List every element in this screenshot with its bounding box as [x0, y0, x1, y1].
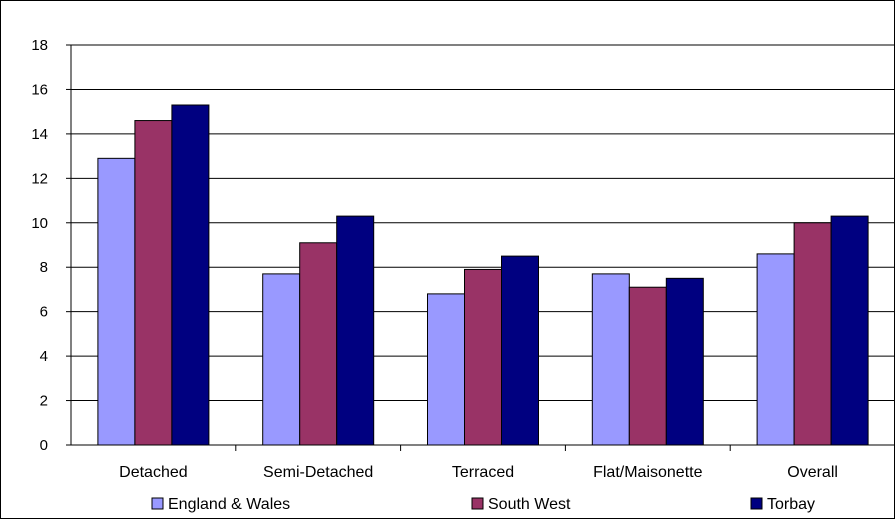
bar-terraced-south-west — [464, 268, 502, 446]
legend: England & Wales South West Torbay — [151, 496, 815, 513]
bar-overall-torbay — [830, 215, 869, 446]
x-category-label: Flat/Maisonette — [593, 464, 702, 481]
y-tick-label: 4 — [40, 348, 48, 365]
bars — [97, 104, 869, 446]
bar-detached-england-wales — [97, 157, 136, 446]
legend-label: England & Wales — [168, 496, 290, 513]
y-tick-label: 16 — [31, 81, 48, 98]
bar-semi-detached-south-west — [299, 242, 338, 446]
y-tick-label: 0 — [40, 437, 48, 454]
bar-flat-maisonette-torbay — [665, 277, 704, 446]
bar-overall-south-west — [793, 222, 832, 446]
y-tick-label: 18 — [31, 37, 48, 54]
bar-semi-detached-torbay — [336, 215, 375, 446]
legend-swatch — [750, 497, 763, 510]
x-category-label: Semi-Detached — [263, 464, 373, 481]
y-tick-label: 6 — [40, 304, 48, 321]
bar-terraced-torbay — [501, 255, 539, 446]
legend-label: Torbay — [767, 496, 815, 513]
bar-overall-england-wales — [756, 253, 795, 446]
axes — [66, 44, 895, 451]
bar-semi-detached-england-wales — [262, 273, 301, 446]
x-category-label: Detached — [119, 464, 188, 481]
bar-detached-torbay — [171, 104, 210, 446]
legend-swatch — [471, 497, 484, 510]
x-category-label: Terraced — [452, 464, 514, 481]
y-tick-label: 2 — [40, 393, 48, 410]
bar-detached-south-west — [134, 120, 173, 446]
labels: 0 2 4 6 8 10 12 14 16 18 Detached Semi-Detached Terr… — [31, 37, 838, 481]
legend-swatch — [151, 497, 164, 510]
y-tick-label: 8 — [40, 259, 48, 276]
bar-flat-maisonette-south-west — [628, 286, 667, 446]
bar-flat-maisonette-england-wales — [591, 273, 630, 446]
y-tick-label: 12 — [31, 170, 48, 187]
y-tick-label: 14 — [31, 126, 48, 143]
legend-label: South West — [488, 496, 571, 513]
x-category-label: Overall — [787, 464, 838, 481]
bar-terraced-england-wales — [427, 293, 465, 446]
y-tick-label: 10 — [31, 215, 48, 232]
